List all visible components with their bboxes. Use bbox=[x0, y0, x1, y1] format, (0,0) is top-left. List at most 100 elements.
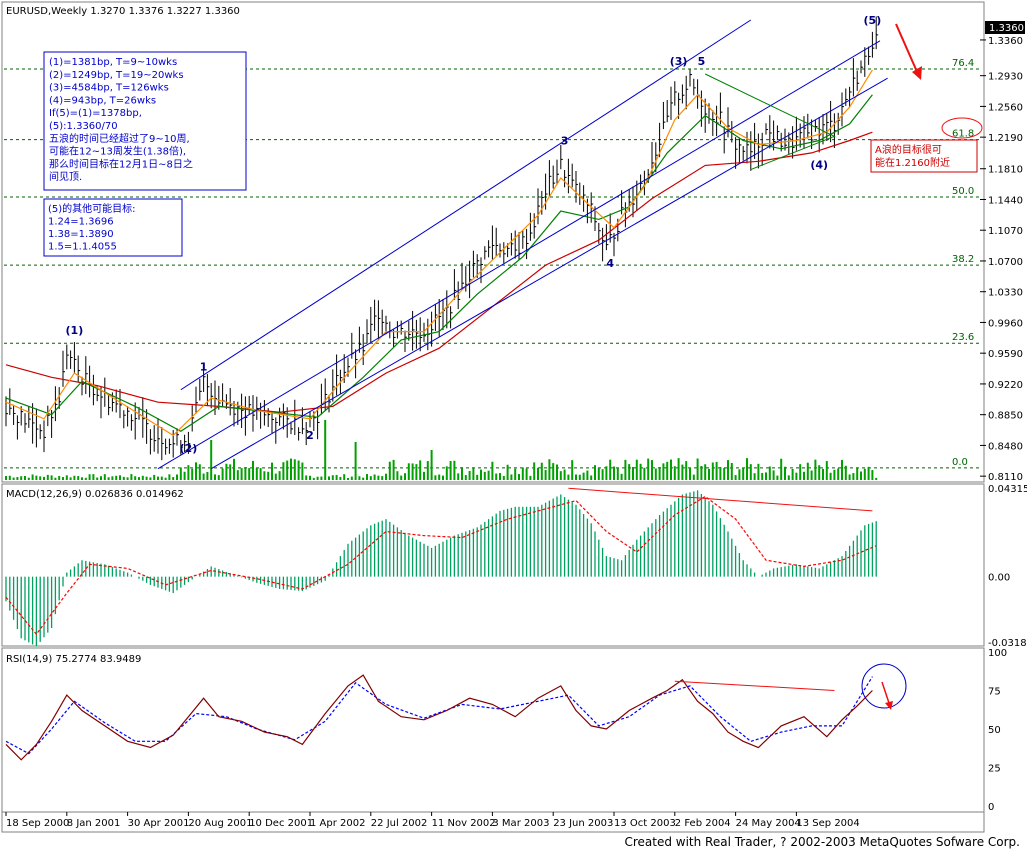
rsi-highlight-circle bbox=[861, 663, 907, 709]
trend-channel-line bbox=[157, 40, 881, 470]
price-axis-label: 1.3360 bbox=[988, 36, 1023, 47]
price-axis-label: 1.1810 bbox=[988, 165, 1023, 176]
target-line: 1.24=1.3696 bbox=[48, 217, 114, 228]
price-axis-label: 1.1440 bbox=[988, 195, 1023, 206]
price-panel-frame bbox=[1, 1, 985, 483]
price-axis-label: 1.1070 bbox=[988, 226, 1023, 237]
note-line: (4)=943bp, T=26wks bbox=[49, 95, 156, 106]
time-axis-label: 23 Jun 2003 bbox=[553, 818, 613, 829]
trend-channel-line bbox=[180, 19, 752, 391]
rsi-axis-label: 50 bbox=[988, 725, 1001, 736]
price-panel: 1.3360 1.2930 1.2560 1.2190 1.1810 1.1440 1.10… bbox=[4, 14, 1023, 483]
rsi-chart-title: RSI(14,9) 75.2774 83.9489 bbox=[6, 654, 141, 665]
forecast-arrow bbox=[895, 23, 919, 75]
macd-panel: 0.04315 0.00 -0.0318 bbox=[5, 484, 1027, 649]
macd-panel-frame bbox=[1, 483, 985, 647]
price-axis-label: 0.8110 bbox=[988, 472, 1023, 483]
time-axis-label: 10 Dec 2001 bbox=[249, 818, 313, 829]
time-axis-label: 1 Apr 2002 bbox=[310, 818, 365, 829]
note-line: 可能在12~13周发生(1.38倍), bbox=[49, 145, 186, 158]
note-line: If(5)=(1)=1378bp, bbox=[49, 108, 142, 119]
time-axis-label: 18 Sep 2000 bbox=[6, 818, 69, 829]
ma-fast-line bbox=[5, 69, 873, 437]
price-axis-label: 0.9590 bbox=[988, 349, 1023, 360]
wave-label: 5 bbox=[698, 55, 706, 68]
price-axis-label: 0.9220 bbox=[988, 380, 1023, 391]
wave-label: (5) bbox=[864, 14, 882, 27]
target-line: (5)的其他可能目标: bbox=[48, 202, 136, 215]
rsi-axis-label: 25 bbox=[988, 764, 1001, 775]
time-axis-label: 8 Jan 2001 bbox=[67, 818, 121, 829]
price-axis-label: 0.8480 bbox=[988, 441, 1023, 452]
rsi-divergence-line bbox=[674, 680, 835, 691]
rsi-axis-label: 0 bbox=[988, 802, 994, 813]
time-axis-label: 13 Oct 2003 bbox=[614, 818, 676, 829]
target-line: 1.38=1.3890 bbox=[48, 229, 114, 240]
wave-label: 2 bbox=[306, 429, 314, 442]
a-wave-note-line: A浪的目标很可 bbox=[875, 143, 942, 156]
macd-chart-title: MACD(12,26,9) 0.026836 0.014962 bbox=[6, 489, 184, 500]
macd-axis-label: -0.0318 bbox=[988, 638, 1027, 649]
note-line: 那么时间目标在12月1日~8日之 bbox=[49, 157, 193, 170]
wave-label: 1 bbox=[200, 361, 208, 374]
wave-label: 3 bbox=[561, 135, 569, 148]
fib-level-label: 50.0 bbox=[952, 186, 974, 197]
note-line: 间见顶. bbox=[49, 170, 82, 183]
ma-slow-line bbox=[5, 131, 873, 413]
rsi-arrow-head bbox=[885, 701, 893, 710]
rsi-axis-label: 100 bbox=[988, 648, 1007, 659]
price-axis-label: 1.2930 bbox=[988, 72, 1023, 83]
fib-level-label: 61.8 bbox=[952, 129, 974, 140]
targets-box bbox=[43, 198, 183, 257]
forecast-arrow-head bbox=[912, 66, 922, 80]
wave-label: (1) bbox=[66, 324, 84, 337]
wave-label: (4) bbox=[810, 159, 828, 172]
time-axis-label: 22 Jul 2002 bbox=[371, 818, 428, 829]
time-axis-label: 3 Mar 2003 bbox=[492, 818, 549, 829]
time-axis-frame bbox=[1, 811, 985, 833]
fib-level-label: 38.2 bbox=[952, 254, 974, 265]
rsi-line bbox=[5, 674, 873, 761]
time-axis-label: 2 Feb 2004 bbox=[675, 818, 731, 829]
note-line: (2)=1249bp, T=19~20wks bbox=[49, 70, 184, 81]
macd-axis-label: 0.04315 bbox=[988, 484, 1027, 495]
rsi-signal-line bbox=[5, 676, 873, 755]
price-axis-label: 0.8850 bbox=[988, 411, 1023, 422]
macd-signal-line bbox=[5, 495, 877, 636]
price-axis-label: 0.9960 bbox=[988, 318, 1023, 329]
note-line: (5):1.3360/70 bbox=[49, 121, 118, 132]
footer-credit: Created with Real Trader, ? 2002-2003 Me… bbox=[624, 835, 1020, 849]
fib-level-label: 76.4 bbox=[952, 58, 974, 69]
fib-level-label: 0.0 bbox=[952, 457, 968, 468]
note-line: (3)=4584bp, T=126wks bbox=[49, 83, 169, 94]
rsi-panel: 100 75 50 25 0 bbox=[5, 648, 1007, 813]
macd-divergence-line bbox=[568, 487, 873, 512]
price-axis-label: 1.2190 bbox=[988, 133, 1023, 144]
target-line: 1.5=1.1.4055 bbox=[48, 242, 117, 253]
trend-channel-line bbox=[210, 77, 888, 470]
last-price-label: 1.3360 bbox=[989, 23, 1024, 34]
time-axis-label: 20 Aug 2001 bbox=[188, 818, 252, 829]
time-axis-label: 30 Apr 2001 bbox=[128, 818, 190, 829]
fib-level-label: 23.6 bbox=[952, 332, 974, 343]
note-line: 五浪的时间已经超过了9~10周, bbox=[49, 132, 190, 145]
last-price-tag bbox=[985, 21, 1025, 34]
wave-label: (2) bbox=[180, 442, 198, 455]
a-wave-note-line: 能在1.2160附近 bbox=[875, 156, 950, 169]
rsi-axis-label: 75 bbox=[988, 687, 1001, 698]
price-chart-title: EURUSD,Weekly 1.3270 1.3376 1.3227 1.336… bbox=[6, 6, 240, 17]
wave-label: (3) bbox=[670, 55, 688, 68]
time-axis-label: 11 Nov 2002 bbox=[432, 818, 496, 829]
price-axis-label: 1.0700 bbox=[988, 257, 1023, 268]
wave-label: 4 bbox=[606, 257, 614, 270]
price-axis-label: 1.2560 bbox=[988, 102, 1023, 113]
time-axis-label: 13 Sep 2004 bbox=[796, 818, 859, 829]
note-line: (1)=1381bp, T=9~10wks bbox=[49, 57, 177, 68]
wave-notes: (1)=1381bp, T=9~10wks (2)=1249bp, T=19~20… bbox=[49, 57, 193, 183]
triangle-pattern bbox=[704, 73, 836, 171]
